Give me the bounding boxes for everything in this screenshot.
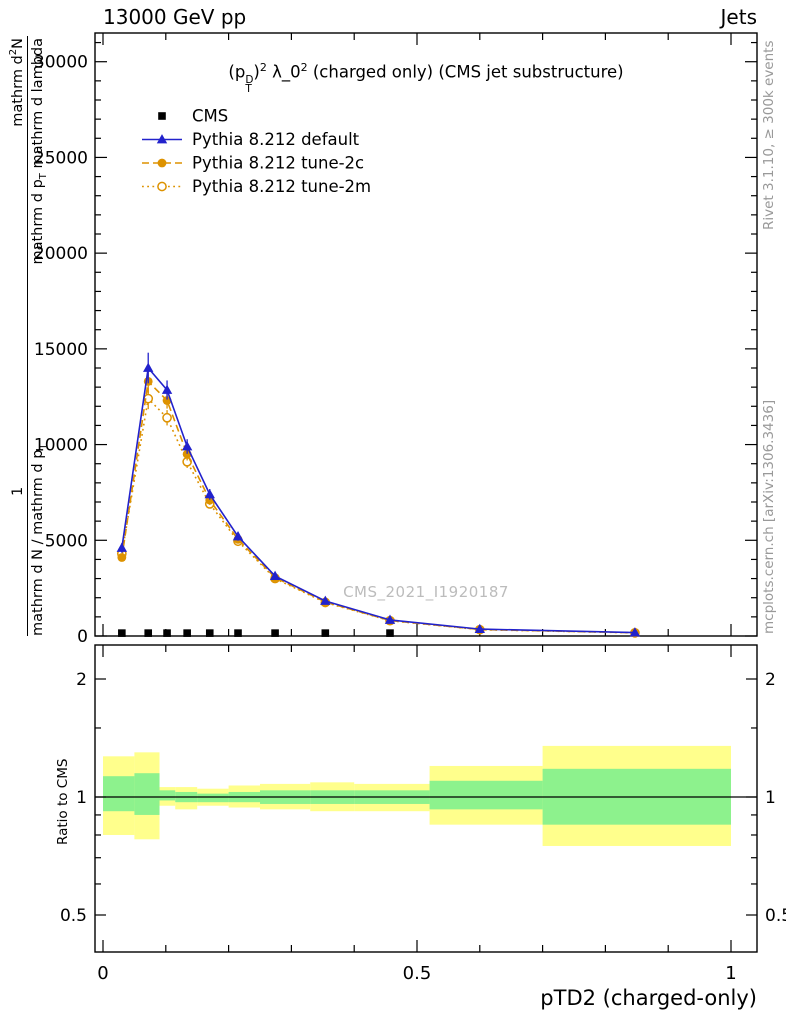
y-axis-label-denominator-row: mathrm d N / mathrm d pT mathrm d pT mat… [28,36,50,636]
point-marker-cms [205,629,214,637]
ratio-band-green [429,780,543,810]
y-axis-label-den-right-sub: T [37,173,49,180]
point-marker-pythia-tune-2m [162,412,172,423]
ratio-panel-frame [94,644,758,953]
ratio-tick-label-left: 2 [76,670,87,690]
y-axis-label-d: mathrm d [10,55,26,127]
y-axis-label-den-right-a: mathrm d p [30,179,46,265]
analysis-id-watermark: CMS_2021_I1920187 [343,583,509,601]
point-marker-cms [163,629,171,637]
y-axis-label-one: 1 [10,486,26,496]
y-axis-label-d2n: mathrm d2N [8,38,26,127]
point-marker-pythia-default [474,623,485,634]
plot-title: (p D T)2 λ_02 (charged only) (CMS jet subs… [95,61,757,95]
ratio-band-green [159,790,176,801]
y-tick-label: 10000 [34,436,88,456]
point-marker-pythia-default [320,595,331,605]
point-marker-cms [271,629,279,637]
beam-energy-label: 13000 GeV pp [103,5,247,29]
point-marker-cms [118,629,126,637]
point-marker-pythia-default [232,531,244,541]
point-marker-pythia-default [116,542,128,552]
y-tick-label: 25000 [34,148,88,168]
legend-label-pythia-default: Pythia 8.212 default [192,130,360,149]
ratio-tick-label-right: 1 [765,788,776,808]
point-marker-cms [144,629,153,637]
point-marker-cms [321,629,330,637]
point-marker-cms [183,629,191,637]
x-tick-label: 1 [725,963,736,984]
point-marker-pythia-tune-2c [117,553,127,562]
ratio-tick-label-right: 2 [765,670,776,690]
title-superscript-D: D [245,73,254,86]
legend-marker-pythia-tune-2c [157,158,167,168]
point-marker-pythia-default [143,362,154,372]
x-tick-label: 0 [97,963,108,984]
x-tick-label: 0.5 [403,963,432,984]
ratio-band-green [103,776,135,812]
rivet-version-note: Rivet 3.1.10, ≥ 300k events [761,40,777,231]
y-axis-label-den-right-b: mathrm d lambda [30,38,46,174]
point-marker-pythia-default [269,570,281,580]
ratio-tick-label-left: 1 [76,788,87,808]
ratio-band-green [134,773,160,815]
title-text-4: (charged only) (CMS jet substructure) [307,62,624,82]
y-axis-label-den-left-text: mathrm d N / mathrm d p [30,449,46,636]
y-tick-label: 5000 [45,531,88,551]
y-axis-label-sup2: 2 [8,48,20,56]
point-marker-pythia-default [204,488,215,499]
ratio-y-axis-label: Ratio to CMS [55,758,71,845]
y-axis-label-den-right: mathrm d pT mathrm d lambda [30,38,49,265]
title-subscript-T: T [245,83,252,95]
y-tick-label: 0 [77,627,88,647]
point-marker-pythia-default [161,384,173,394]
y-tick-label: 30000 [34,53,88,73]
title-exponent-1: 2 [259,61,267,74]
main-panel-frame [94,32,758,637]
legend-label-pythia-tune-2c: Pythia 8.212 tune-2c [192,154,364,173]
x-axis-label: pTD2 (charged-only) [540,986,757,1010]
point-marker-cms [386,629,394,637]
y-axis-label: 1 mathrm d2N mathrm d N / mathrm d pT ma… [6,36,52,636]
mcplots-source-note: mcplots.cern.ch [arXiv:1306.3436] [761,399,777,634]
point-marker-pythia-default [629,627,641,637]
title-text-1: (p [228,62,246,82]
y-axis-label-den-left: mathrm d N / mathrm d pT [30,443,49,636]
title-text-3: λ_0 [266,62,301,82]
legend-marker-pythia-tune-2m [157,181,167,192]
point-marker-pythia-default [384,614,396,624]
title-text-2: ) [253,62,260,82]
y-tick-label: 20000 [34,244,88,264]
ratio-tick-label-right: 0.5 [765,906,786,926]
legend-label-pythia-tune-2m: Pythia 8.212 tune-2m [192,177,371,196]
y-axis-label-numerator-row: 1 mathrm d2N [6,36,28,636]
legend-marker-pythia-default [156,134,168,144]
point-marker-cms [234,629,242,637]
point-marker-pythia-default [181,441,193,451]
legend-label-cms: CMS [192,107,228,126]
y-tick-label: 15000 [34,340,88,360]
ratio-band-green [197,793,229,803]
y-axis-label-N: N [10,38,26,49]
process-label: Jets [720,5,757,29]
ratio-tick-label-left: 0.5 [60,906,87,926]
title-exponent-2: 2 [300,61,308,74]
legend-marker-cms [158,112,166,120]
y-axis-label-den-left-sub: T [37,443,49,450]
